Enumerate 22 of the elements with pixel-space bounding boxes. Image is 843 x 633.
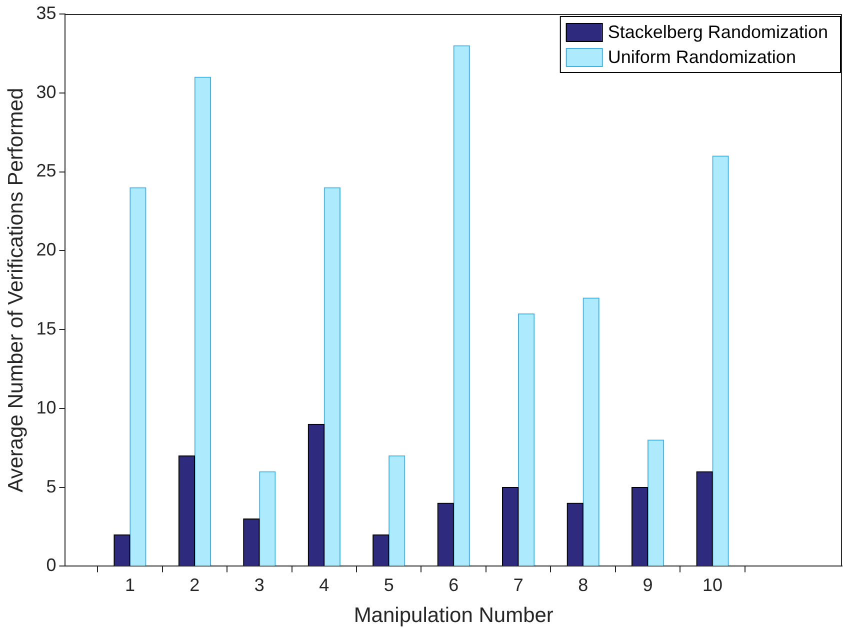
x-tick-label: 6: [448, 574, 459, 595]
y-tick-label: 35: [36, 2, 56, 23]
x-tick-label: 5: [384, 574, 394, 595]
y-tick-label: 25: [36, 160, 56, 181]
x-tick-label: 10: [702, 574, 723, 595]
x-axis-title: Manipulation Number: [354, 604, 554, 628]
x-tick-label: 8: [578, 574, 588, 595]
y-axis-title: Average Number of Verifications Performed: [4, 88, 28, 492]
x-tick-label: 9: [642, 574, 653, 595]
x-tick-label: 7: [513, 574, 524, 595]
y-tick-label: 15: [36, 318, 56, 339]
x-tick-label: 2: [190, 574, 200, 595]
y-tick-label: 20: [36, 240, 56, 260]
y-tick-label: 10: [36, 397, 56, 418]
x-tick-label: 1: [124, 574, 135, 595]
x-tick-label: 3: [254, 574, 264, 595]
y-tick-label: 0: [46, 555, 56, 576]
y-tick-label: 30: [36, 82, 56, 102]
legend-label: Stackelberg Randomization: [608, 22, 828, 42]
legend-label: Uniform Randomization: [608, 46, 796, 67]
y-tick-label: 5: [46, 476, 56, 496]
x-tick-label: 4: [319, 574, 330, 595]
